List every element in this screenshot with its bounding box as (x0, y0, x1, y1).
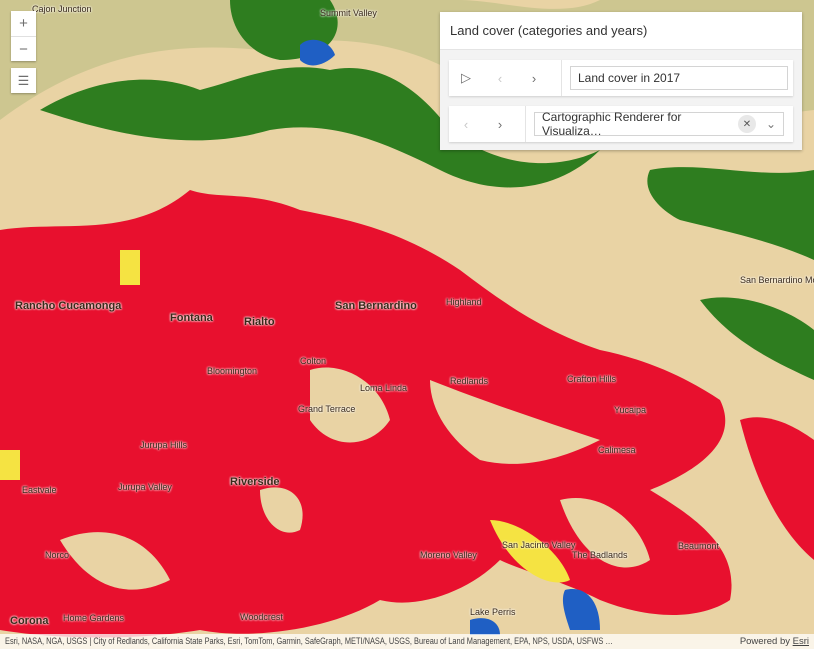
place-label: Fontana (170, 312, 213, 324)
land-cover-panel: Land cover (categories and years) ▷ ‹ › … (440, 12, 802, 150)
place-label: Riverside (230, 476, 280, 488)
place-label: Jurupa Valley (118, 482, 172, 492)
clear-icon[interactable]: ✕ (737, 115, 756, 133)
crop-areas (0, 250, 570, 583)
place-label: Summit Valley (320, 8, 377, 18)
place-label: Rancho Cucamonga (15, 300, 122, 312)
place-label: Calimesa (598, 445, 636, 455)
divider (561, 60, 562, 96)
place-label: San Bernardino Mountains (740, 275, 814, 285)
next-renderer-button[interactable]: › (497, 116, 503, 132)
attribution-bar: Esri, NASA, NGA, USGS | City of Redlands… (0, 634, 814, 649)
place-label: Woodcrest (240, 612, 283, 622)
list-icon: ☰ (17, 72, 30, 88)
place-label: Home Gardens (63, 613, 125, 623)
place-label: Rialto (244, 316, 275, 328)
time-slider-row: ▷ ‹ › Land cover in 2017 (449, 60, 793, 96)
place-label: Highland (446, 297, 482, 307)
zoom-controls: + − (11, 11, 36, 61)
place-label: Yucaipa (614, 405, 647, 415)
current-year-label: Land cover in 2017 (570, 66, 788, 90)
previous-year-button[interactable]: ‹ (497, 70, 503, 86)
place-label: Norco (45, 550, 70, 560)
chevron-down-icon[interactable]: ⌄ (765, 117, 776, 131)
divider (525, 106, 526, 142)
place-label: Corona (10, 615, 49, 627)
place-label: Redlands (450, 376, 489, 386)
previous-renderer-button[interactable]: ‹ (463, 116, 469, 132)
next-year-button[interactable]: › (531, 70, 537, 86)
place-label: Lake Perris (470, 607, 516, 617)
place-label: Loma Linda (360, 383, 408, 393)
attribution-text[interactable]: Esri, NASA, NGA, USGS | City of Redlands… (5, 636, 613, 647)
renderer-value: Cartographic Renderer for Visualiza… (542, 110, 682, 138)
powered-by: Powered by (739, 636, 793, 647)
panel-title: Land cover (categories and years) (440, 12, 802, 50)
place-label: Eastvale (22, 485, 57, 495)
place-label: Moreno Valley (420, 550, 477, 560)
powered-by-group: Powered by Esri (740, 636, 809, 647)
place-label: Bloomington (207, 366, 258, 376)
zoom-out-button[interactable]: − (11, 36, 36, 61)
barren-patches (60, 367, 650, 590)
attribution-clip: Esri, NASA, NGA, USGS | City of Redlands… (5, 636, 735, 649)
legend-button[interactable]: ☰ (11, 68, 36, 93)
place-label: Cajon Junction (32, 4, 92, 14)
renderer-row: ‹ › Cartographic Renderer for Visualiza…… (449, 106, 793, 142)
place-label: Crafton Hills (567, 374, 617, 384)
place-label: Beaumont (678, 541, 720, 551)
place-label: San Jacinto Valley (502, 540, 576, 550)
play-icon[interactable]: ▷ (461, 70, 471, 85)
place-label: Grand Terrace (298, 404, 356, 414)
place-label: Colton (300, 356, 327, 366)
water-areas (300, 39, 600, 635)
esri-link[interactable]: Esri (792, 636, 809, 647)
place-label: The Badlands (572, 550, 628, 560)
zoom-in-button[interactable]: + (19, 15, 28, 32)
place-label: San Bernardino (335, 300, 417, 312)
renderer-select[interactable]: Cartographic Renderer for Visualiza… ✕ ⌄ (534, 110, 784, 138)
place-label: Jurupa Hills (140, 440, 188, 450)
